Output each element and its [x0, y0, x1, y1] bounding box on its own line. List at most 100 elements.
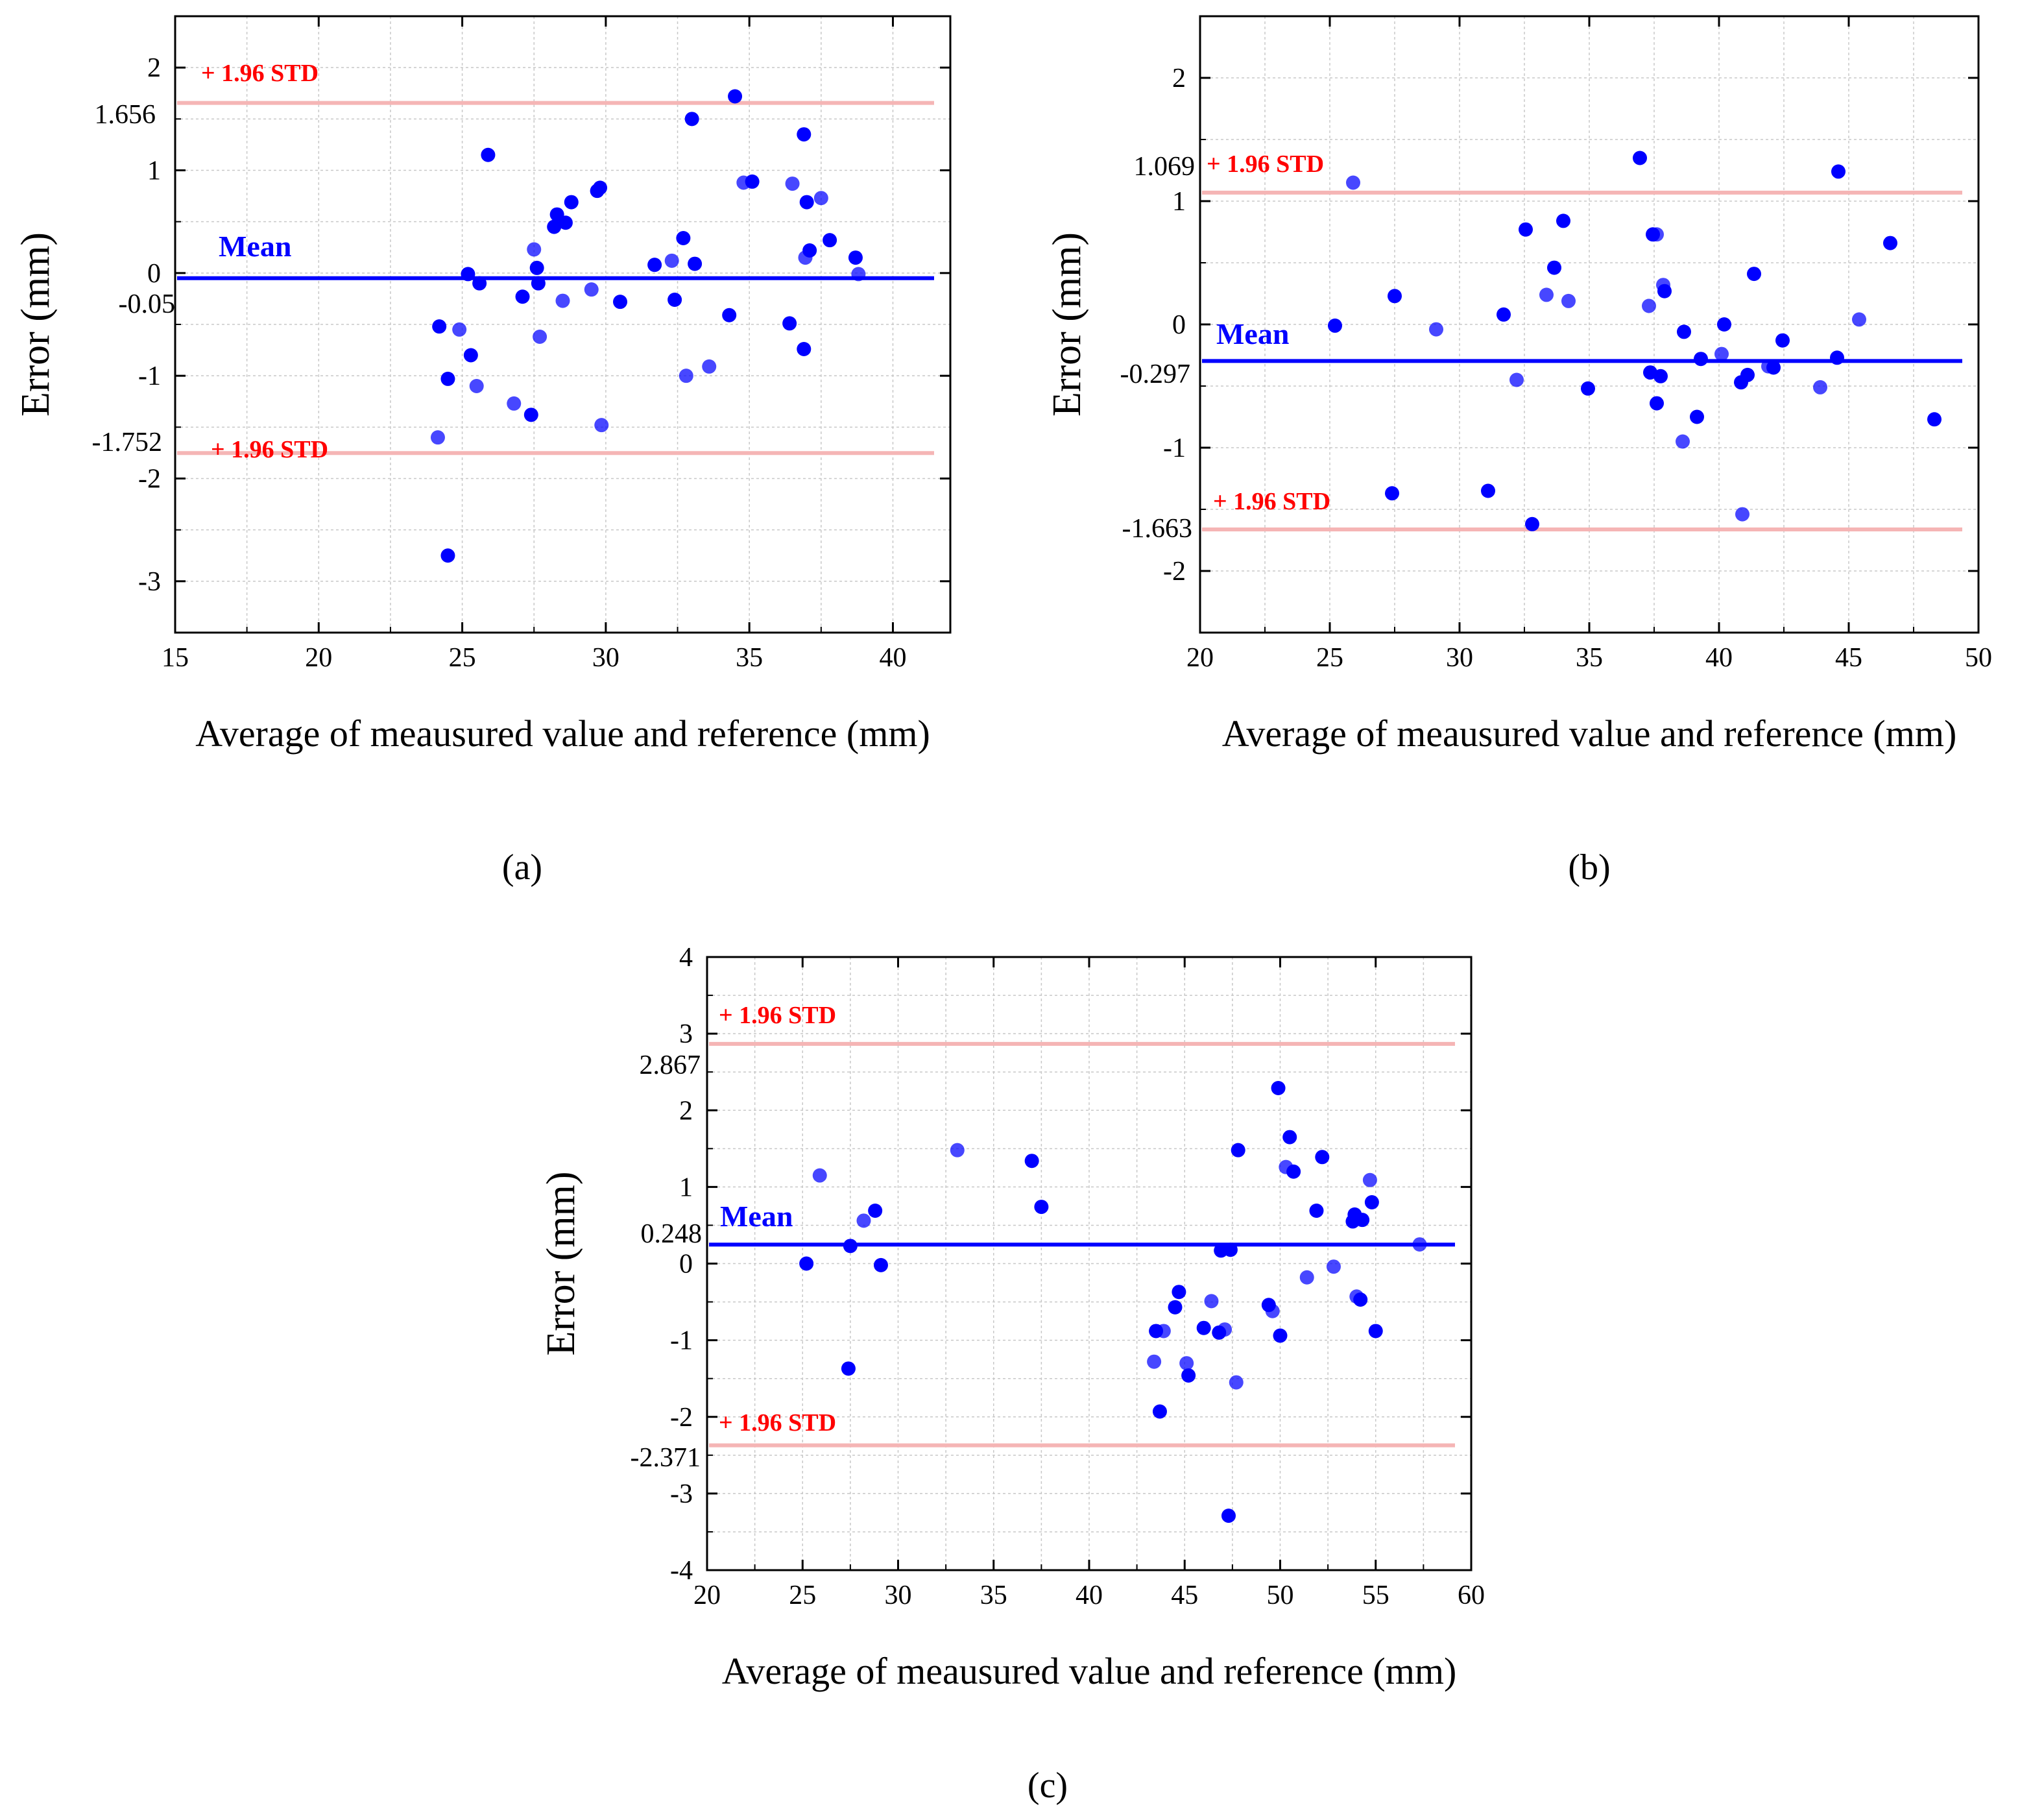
data-point [1509, 372, 1524, 387]
data-point [1273, 1328, 1288, 1343]
data-point [613, 295, 628, 309]
x-tick-label: 40 [1076, 1581, 1103, 1610]
x-tick-label: 20 [1186, 643, 1214, 673]
data-point [1677, 324, 1691, 339]
data-point [782, 316, 797, 331]
data-point [555, 293, 570, 308]
data-point [1740, 367, 1755, 382]
x-tick-label: 25 [1316, 643, 1343, 673]
x-tick-label: 50 [1267, 1581, 1294, 1610]
data-point [841, 1361, 856, 1376]
data-point [529, 260, 544, 275]
data-point [1196, 1320, 1211, 1335]
data-point [523, 407, 538, 422]
y-tick-label: 1 [1172, 187, 1186, 217]
x-tick-label: 30 [1446, 643, 1473, 673]
data-points [1328, 151, 1942, 531]
data-point [1497, 307, 1511, 322]
data-point [1747, 267, 1761, 282]
x-tick-label: 20 [693, 1581, 721, 1610]
data-point [873, 1257, 888, 1272]
data-point [1156, 1324, 1171, 1339]
data-point [1650, 227, 1664, 242]
y-tick-label: -2 [138, 465, 161, 494]
data-point [1735, 507, 1749, 522]
data-point [1309, 1203, 1324, 1218]
data-point [1412, 1237, 1427, 1252]
y-tick-label: -3 [670, 1479, 693, 1509]
data-point [843, 1239, 858, 1254]
data-point [812, 1168, 827, 1183]
y-tick-label: -3 [138, 567, 161, 597]
lower-std-label: + 1.96 STD [1213, 488, 1330, 515]
mean-value: 0.248 [641, 1219, 703, 1249]
data-point [1831, 164, 1846, 179]
x-tick-label: 35 [1576, 643, 1603, 673]
data-point [1690, 409, 1704, 424]
data-point [785, 176, 800, 191]
data-point [745, 174, 760, 189]
lower-std-label: + 1.96 STD [211, 436, 328, 463]
data-point [1927, 412, 1942, 427]
data-point [1362, 1172, 1377, 1187]
y-tick-label: -1 [670, 1326, 693, 1356]
data-point [1766, 360, 1781, 375]
data-point [1355, 1213, 1370, 1228]
x-tick-label: 25 [789, 1581, 816, 1610]
chart-panel-a: 15 20 25 30 35 40 -3 -2 -1 0 1 2 Mean + 1.96 STD + 1.9… [14, 15, 952, 888]
data-point [481, 147, 496, 162]
chart-panel-c: 20 25 30 35 40 45 50 55 60 -4 -3 -2 -1 0 1 2 3 4 Mean + 1.9… [539, 943, 1485, 1806]
data-point [1364, 1195, 1379, 1209]
data-point [1642, 298, 1656, 313]
data-point [594, 418, 609, 433]
y-axis-label: Error (mm) [539, 1171, 583, 1355]
data-point [823, 233, 837, 248]
data-point [851, 267, 866, 282]
data-point [1229, 1375, 1244, 1390]
data-point [558, 215, 573, 230]
data-point [728, 89, 743, 104]
x-tick-label: 45 [1171, 1581, 1198, 1610]
data-point [469, 379, 484, 393]
data-point [463, 348, 478, 363]
y-tick-label: -1 [1163, 433, 1186, 463]
data-point [667, 293, 682, 307]
lower-limit-value: -1.752 [92, 428, 163, 457]
upper-limit-value: 1.069 [1134, 152, 1196, 182]
data-point [802, 243, 817, 258]
x-tick-label: 35 [736, 643, 763, 673]
y-axis-label: Error (mm) [1045, 232, 1089, 417]
x-tick-label: 40 [1705, 643, 1733, 673]
data-point [515, 289, 530, 304]
data-point [452, 322, 467, 337]
upper-std-label: + 1.96 STD [201, 60, 319, 87]
data-point [1561, 293, 1576, 308]
upper-std-label: + 1.96 STD [719, 1002, 836, 1029]
y-tick-label: 2 [147, 53, 161, 83]
data-point [797, 342, 812, 356]
y-tick-label: 0 [147, 259, 161, 289]
x-tick-label: 30 [592, 643, 619, 673]
data-point [722, 308, 737, 322]
data-point [1179, 1356, 1194, 1371]
data-point [1525, 516, 1539, 531]
data-point [432, 319, 447, 334]
data-point [430, 430, 445, 445]
data-point [799, 1256, 814, 1271]
data-point [1326, 1259, 1341, 1274]
x-tick-label: 55 [1362, 1581, 1389, 1610]
data-point [688, 256, 703, 271]
x-tick-label: 15 [162, 643, 189, 673]
data-point [1633, 151, 1647, 165]
data-point [1034, 1200, 1049, 1215]
y-tick-label: 0 [679, 1250, 693, 1279]
x-tick-label: 50 [1965, 643, 1992, 673]
data-point [1328, 318, 1342, 333]
data-point [1775, 333, 1790, 348]
data-point [1147, 1354, 1162, 1369]
lower-limit-value: -1.663 [1122, 514, 1193, 544]
data-point [1231, 1143, 1245, 1157]
data-point [1694, 352, 1708, 367]
data-point [1813, 380, 1827, 394]
data-point [1481, 483, 1495, 498]
